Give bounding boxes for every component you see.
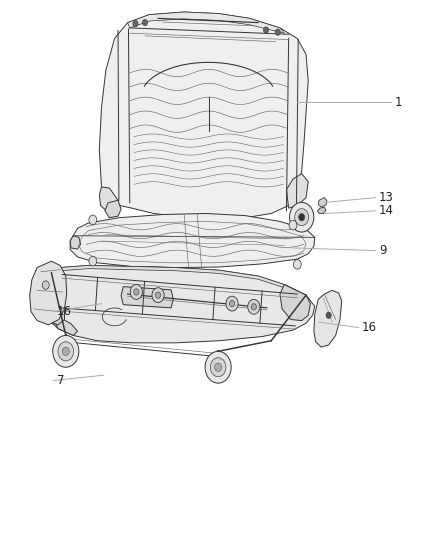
Text: 1: 1 — [394, 95, 402, 109]
Circle shape — [290, 203, 314, 232]
Polygon shape — [51, 265, 306, 298]
Polygon shape — [70, 236, 81, 249]
Polygon shape — [314, 290, 342, 347]
Circle shape — [89, 215, 97, 224]
Text: 16: 16 — [362, 321, 377, 334]
Circle shape — [295, 209, 309, 225]
Polygon shape — [70, 214, 315, 268]
Circle shape — [275, 29, 280, 35]
Polygon shape — [318, 198, 327, 207]
Circle shape — [210, 358, 226, 377]
Polygon shape — [99, 12, 308, 219]
Circle shape — [230, 301, 235, 307]
Text: 16: 16 — [57, 305, 72, 318]
Text: 9: 9 — [379, 244, 387, 257]
Circle shape — [62, 347, 69, 356]
Circle shape — [133, 20, 138, 27]
Circle shape — [58, 342, 74, 361]
Text: 14: 14 — [379, 204, 394, 217]
Circle shape — [226, 296, 238, 311]
Circle shape — [299, 214, 305, 221]
Circle shape — [248, 300, 260, 314]
Circle shape — [205, 351, 231, 383]
Polygon shape — [318, 207, 326, 214]
Circle shape — [152, 288, 164, 303]
Polygon shape — [286, 174, 308, 208]
Circle shape — [289, 220, 297, 230]
Circle shape — [130, 285, 142, 300]
Text: 13: 13 — [379, 191, 394, 204]
Circle shape — [326, 312, 331, 318]
Polygon shape — [127, 12, 284, 33]
Circle shape — [215, 363, 222, 372]
Polygon shape — [48, 280, 78, 335]
Polygon shape — [121, 287, 173, 308]
Circle shape — [42, 281, 49, 289]
Polygon shape — [46, 265, 315, 343]
Circle shape — [53, 335, 79, 367]
Circle shape — [293, 260, 301, 269]
Circle shape — [155, 292, 161, 298]
Circle shape — [134, 289, 139, 295]
Circle shape — [142, 19, 148, 26]
Polygon shape — [280, 285, 311, 320]
Text: 7: 7 — [57, 374, 64, 387]
Circle shape — [263, 27, 268, 33]
Polygon shape — [30, 261, 67, 325]
Polygon shape — [47, 272, 64, 325]
Polygon shape — [105, 200, 121, 217]
Polygon shape — [99, 187, 118, 215]
Circle shape — [251, 304, 256, 310]
Circle shape — [89, 256, 97, 266]
